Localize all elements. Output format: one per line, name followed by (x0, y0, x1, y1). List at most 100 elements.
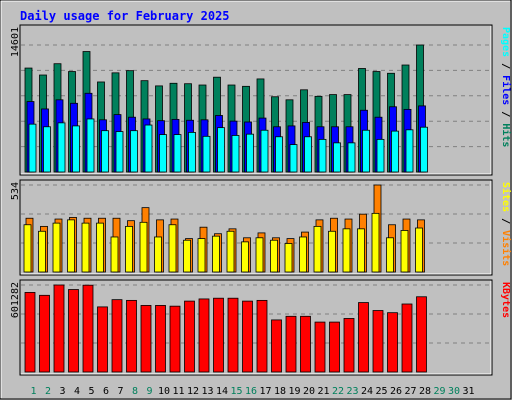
bar-sites-day-2 (38, 230, 46, 273)
bar-kbytes-day-15 (227, 297, 239, 373)
bar-kbytes-day-6 (97, 306, 108, 373)
bar-pages-day-22 (333, 142, 341, 173)
day-label-18: 18 (274, 386, 286, 397)
bar-pages-day-20 (304, 136, 312, 173)
bar-pages-day-21 (318, 138, 327, 173)
legend: KBytes (500, 282, 511, 318)
bar-kbytes-day-11 (169, 305, 181, 373)
bar-kbytes-day-14 (213, 297, 224, 373)
bar-sites-day-3 (52, 222, 61, 273)
bar-pages-day-25 (376, 138, 385, 173)
legend-sites: Sites (500, 182, 512, 212)
bar-kbytes-day-16 (242, 300, 253, 373)
bar-sites-day-9 (139, 221, 148, 273)
x-axis-labels: 1 2 3 4 5 6 7 8 9 10 11 12 13 14 15 16 17 18 19 20 21 22 23 24 2… (30, 386, 474, 397)
legend-separator: / (500, 105, 511, 123)
bar-pages-day-8 (130, 130, 138, 173)
bar-pages-day-26 (391, 130, 399, 173)
bar-sites-day-4 (67, 219, 75, 273)
bar-kbytes-day-9 (140, 305, 152, 373)
bar-sites-day-11 (168, 224, 177, 273)
bar-kbytes-day-26 (387, 312, 398, 373)
bar-pages-day-24 (362, 129, 370, 173)
bar-pages-day-15 (231, 135, 240, 173)
bar-sites-day-27 (400, 230, 409, 273)
bar-pages-day-13 (202, 135, 211, 173)
legend-files: Files (500, 75, 512, 105)
day-label-9: 9 (146, 386, 152, 397)
day-label-24: 24 (361, 386, 373, 397)
bar-sites-day-1 (23, 224, 32, 273)
bar-kbytes-day-5 (82, 284, 94, 373)
bar-kbytes-day-22 (329, 321, 340, 373)
bar-sites-day-6 (96, 222, 104, 273)
bar-sites-day-24 (357, 228, 365, 273)
panels: 14601 Pages / Files / Hits 534 Sites / Visi… (10, 24, 512, 376)
bar-sites-day-28 (415, 227, 423, 273)
bar-kbytes-day-13 (198, 298, 210, 373)
bar-pages-day-5 (86, 118, 95, 173)
bar-kbytes-day-20 (300, 315, 311, 373)
legend: Pages / Files / Hits (500, 27, 512, 147)
day-label-2: 2 (45, 386, 51, 397)
max-value-label: 14601 (10, 27, 21, 57)
day-label-7: 7 (117, 386, 123, 397)
bar-kbytes-day-18 (271, 319, 282, 373)
max-value-label: 534 (10, 182, 21, 200)
bar-kbytes-day-10 (155, 305, 166, 373)
day-label-30: 30 (448, 386, 460, 397)
day-label-23: 23 (346, 386, 358, 397)
bar-sites-day-16 (241, 241, 249, 273)
bar-kbytes-day-7 (111, 299, 123, 373)
day-label-28: 28 (419, 386, 431, 397)
day-label-10: 10 (158, 386, 170, 397)
bar-pages-day-12 (188, 132, 196, 173)
day-label-20: 20 (303, 386, 315, 397)
bar-sites-day-19 (284, 243, 293, 273)
bar-pages-day-9 (144, 124, 153, 173)
bar-kbytes-day-23 (343, 318, 355, 373)
day-label-26: 26 (390, 386, 402, 397)
bar-kbytes-day-27 (401, 303, 413, 373)
day-label-19: 19 (288, 386, 300, 397)
day-label-22: 22 (332, 386, 344, 397)
bar-sites-day-17 (255, 237, 264, 273)
day-label-4: 4 (74, 386, 80, 397)
day-label-13: 13 (201, 386, 213, 397)
bar-pages-day-11 (173, 134, 182, 173)
max-value-label: 601282 (10, 282, 21, 318)
bar-sites-day-18 (270, 239, 278, 273)
bar-sites-day-8 (125, 225, 133, 273)
legend-kbytes: KBytes (500, 282, 511, 318)
panel-kbytes: 601282 KBytes (10, 279, 511, 376)
legend: Sites / Visits (500, 182, 512, 266)
bar-sites-day-10 (154, 236, 162, 273)
bar-sites-day-22 (328, 230, 336, 273)
day-label-1: 1 (30, 386, 36, 397)
legend-separator: / (500, 212, 511, 230)
bar-sites-day-21 (313, 225, 322, 273)
bar-kbytes-day-3 (53, 284, 65, 373)
bar-sites-day-7 (110, 236, 119, 273)
day-label-14: 14 (216, 386, 228, 397)
day-label-16: 16 (245, 386, 257, 397)
bar-pages-day-6 (101, 130, 109, 173)
bar-pages-day-28 (420, 126, 428, 173)
bar-kbytes-day-17 (256, 299, 268, 373)
bar-pages-day-2 (43, 126, 51, 173)
bar-sites-day-23 (342, 228, 351, 273)
bar-kbytes-day-8 (126, 299, 137, 373)
day-label-6: 6 (103, 386, 109, 397)
bar-sites-day-20 (299, 236, 307, 273)
bar-kbytes-day-1 (24, 292, 36, 373)
day-label-15: 15 (230, 386, 242, 397)
bar-kbytes-day-12 (184, 300, 195, 373)
bar-pages-day-3 (57, 122, 66, 173)
day-label-21: 21 (317, 386, 329, 397)
day-label-17: 17 (259, 386, 271, 397)
bar-pages-day-4 (72, 125, 80, 173)
legend-separator: / (500, 57, 511, 75)
bar-kbytes-day-2 (39, 294, 50, 373)
day-label-25: 25 (375, 386, 387, 397)
